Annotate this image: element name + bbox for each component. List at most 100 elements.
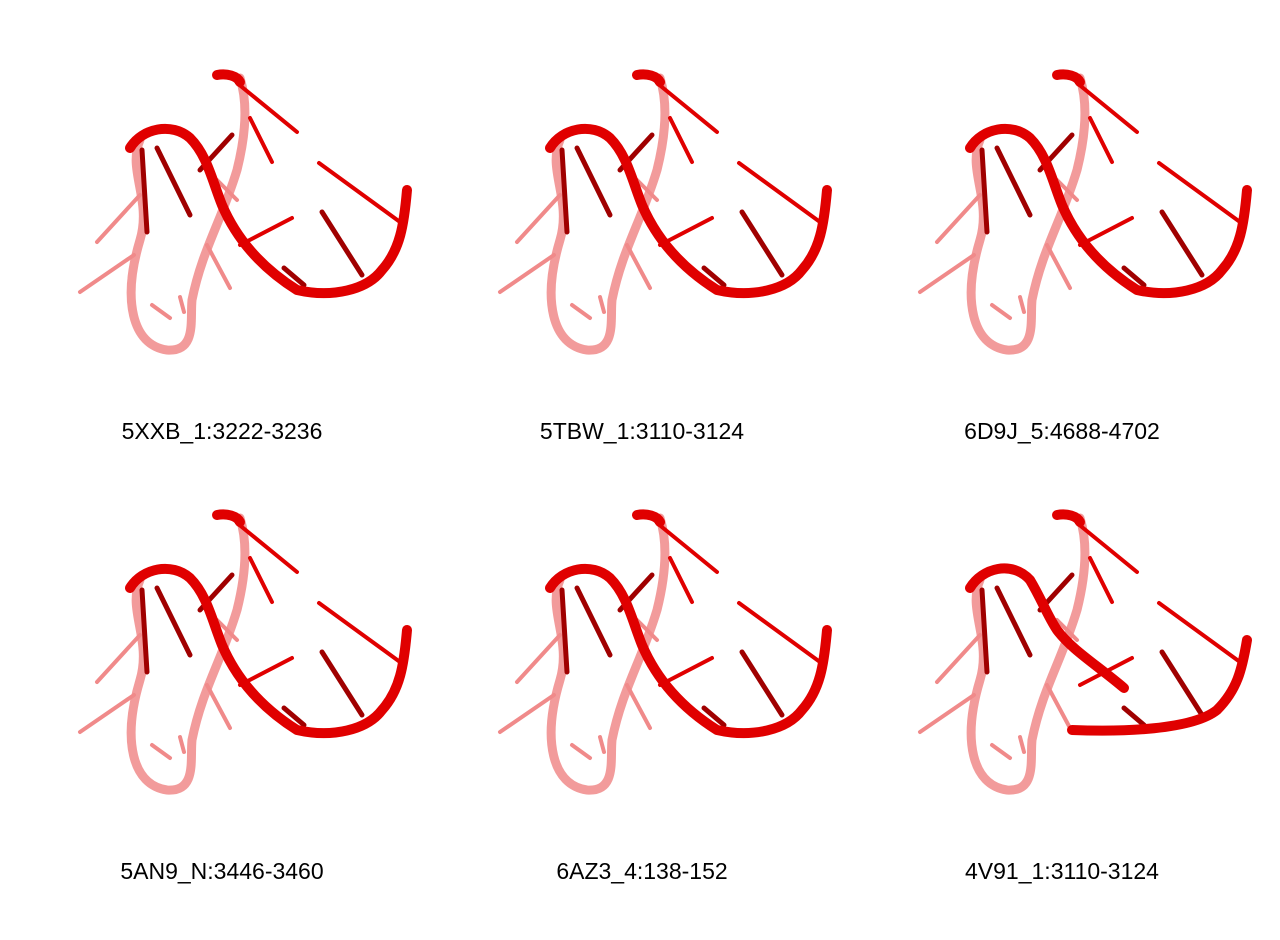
structure-panel: 5XXB_1:3222-3236 (22, 0, 422, 444)
base-stick (1045, 683, 1072, 730)
base-stick (1075, 81, 1139, 134)
backbone-strand (965, 563, 1252, 736)
base-stick (1088, 116, 1114, 164)
base-stick (1075, 521, 1139, 574)
base-stick (737, 601, 822, 664)
base-stick (235, 521, 299, 574)
base-stick (150, 303, 172, 320)
rna-structure-icon (918, 69, 1252, 355)
base-stick (994, 585, 1033, 658)
base-stick (979, 587, 990, 675)
base-stick (515, 193, 562, 244)
backbone-strand (966, 73, 1090, 355)
rna-structure-icon (498, 69, 832, 355)
base-stick (78, 693, 136, 734)
rna-structure-icon (78, 69, 412, 355)
base-stick (319, 209, 365, 278)
base-stick (655, 81, 719, 134)
backbone-strand (1052, 69, 1085, 87)
base-stick (935, 633, 982, 684)
backbone-strand (126, 513, 250, 795)
base-stick (570, 303, 592, 320)
structure-panel: 5TBW_1:3110-3124 (442, 0, 842, 444)
base-stick (205, 683, 232, 730)
base-stick (95, 193, 142, 244)
base-stick (559, 147, 570, 235)
base-stick (918, 693, 976, 734)
backbone-strand (632, 509, 665, 527)
base-stick (979, 147, 990, 235)
base-stick (139, 147, 150, 235)
base-stick (154, 145, 193, 218)
base-stick (655, 521, 719, 574)
backbone-strand (632, 69, 665, 87)
base-stick (317, 161, 402, 224)
structure-label: 6AZ3_4:138-152 (556, 858, 728, 884)
structure-panel: 6AZ3_4:138-152 (442, 440, 842, 884)
base-stick (154, 585, 193, 658)
structure-label: 5XXB_1:3222-3236 (121, 418, 323, 444)
base-stick (1018, 735, 1026, 754)
structure-panel: 6D9J_5:4688-4702 (862, 0, 1262, 444)
base-stick (1018, 295, 1026, 314)
base-stick (317, 601, 402, 664)
base-stick (574, 585, 613, 658)
base-stick (281, 265, 307, 288)
backbone-strand (125, 564, 412, 738)
base-stick (635, 178, 659, 202)
backbone-strand (545, 124, 832, 298)
base-stick (205, 243, 232, 290)
structure-label: 4V91_1:3110-3124 (965, 858, 1159, 884)
base-stick (78, 253, 136, 294)
base-stick (95, 633, 142, 684)
base-stick (178, 295, 186, 314)
base-stick (248, 556, 274, 604)
base-stick (625, 243, 652, 290)
base-stick (635, 618, 659, 642)
base-stick (215, 618, 239, 642)
base-stick (139, 587, 150, 675)
base-stick (574, 145, 613, 218)
base-stick (1159, 209, 1205, 278)
base-stick (248, 116, 274, 164)
backbone-strand (212, 69, 245, 87)
base-stick (1045, 243, 1072, 290)
structure-label: 6D9J_5:4688-4702 (964, 418, 1160, 444)
base-stick (215, 178, 239, 202)
backbone-strand (126, 73, 250, 355)
base-stick (918, 253, 976, 294)
base-stick (668, 116, 694, 164)
rna-structure-icon (498, 509, 832, 795)
base-stick (319, 649, 365, 718)
base-stick (1088, 556, 1114, 604)
backbone-strand (966, 513, 1090, 795)
base-stick (1055, 178, 1079, 202)
base-stick (625, 683, 652, 730)
base-stick (994, 145, 1033, 218)
base-stick (935, 193, 982, 244)
base-stick (990, 743, 1012, 760)
base-stick (559, 587, 570, 675)
base-stick (598, 295, 606, 314)
base-stick (498, 693, 556, 734)
rna-structure-icon (918, 509, 1252, 795)
structure-label: 5AN9_N:3446-3460 (120, 858, 324, 884)
backbone-strand (546, 73, 670, 355)
base-stick (235, 81, 299, 134)
base-stick (150, 743, 172, 760)
base-stick (737, 161, 822, 224)
structure-panel: 4V91_1:3110-3124 (862, 440, 1262, 884)
rna-structure-icon (78, 509, 412, 795)
base-stick (1121, 265, 1147, 288)
base-stick (701, 265, 727, 288)
base-stick (1159, 649, 1205, 718)
base-stick (1055, 618, 1079, 642)
base-stick (281, 705, 307, 728)
base-stick (498, 253, 556, 294)
backbone-strand (546, 513, 670, 795)
base-stick (1157, 601, 1242, 664)
base-stick (739, 209, 785, 278)
backbone-strand (212, 509, 245, 527)
base-stick (1157, 161, 1242, 224)
backbone-strand (1052, 509, 1085, 527)
